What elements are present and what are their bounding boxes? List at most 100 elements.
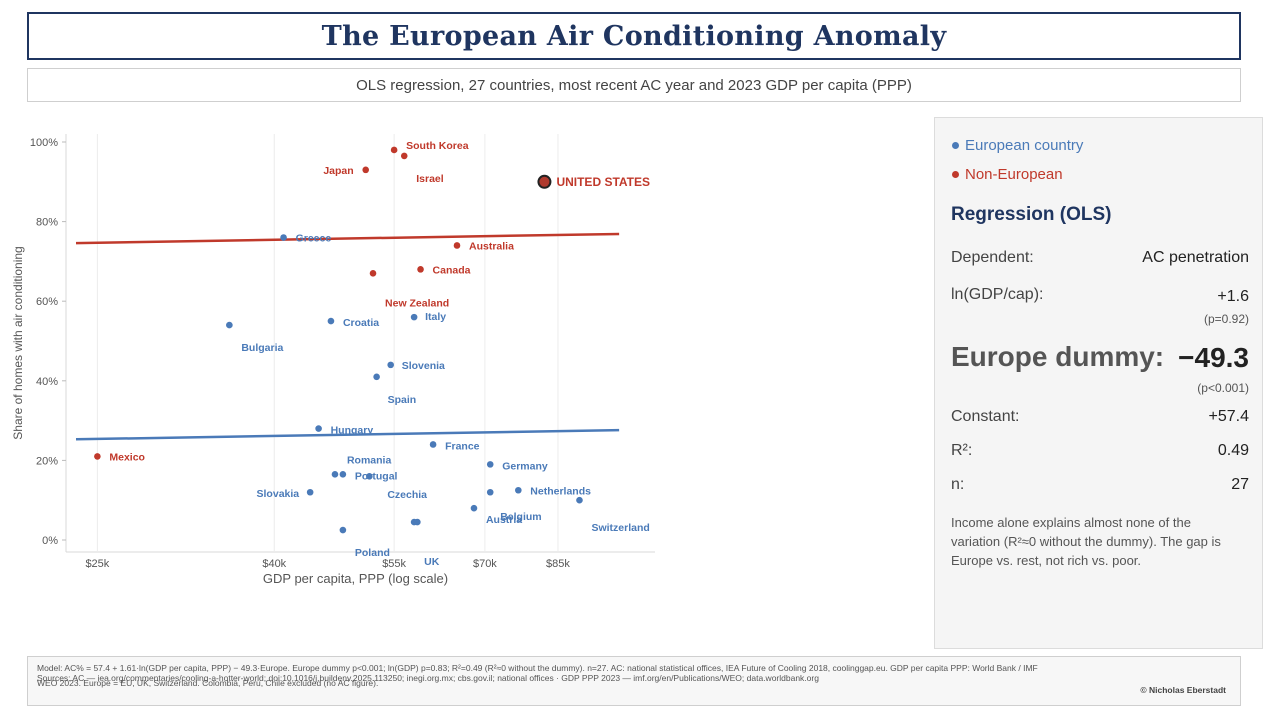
gdp-coef-label: ln(GDP/cap): [951, 286, 1044, 303]
dependent-label: Dependent: [951, 249, 1034, 266]
x-tick-label: $85k [546, 558, 570, 570]
point-label-european: Bulgaria [241, 342, 283, 354]
point-european [470, 504, 478, 512]
regression-title: Regression (OLS) [951, 204, 1112, 225]
legend-european-label: European country [965, 137, 1084, 154]
europe-dummy-p: (p<0.001) [1197, 381, 1249, 395]
point-non-european [453, 242, 461, 249]
r2-label: R²: [951, 442, 973, 459]
regression-panel: European country Non-European Regression… [934, 117, 1263, 649]
europe-dummy-value: −49.3 [1178, 342, 1249, 373]
point-label-european: Hungary [331, 425, 374, 437]
constant-value: +57.4 [1208, 408, 1249, 425]
european-dot-icon [952, 142, 959, 149]
non-european-dot-icon [952, 171, 959, 178]
title-box: The European Air Conditioning Anomaly [27, 12, 1241, 60]
regression-note: Income alone explains almost none of the… [951, 515, 1221, 568]
point-european [226, 321, 233, 329]
point-european [315, 425, 322, 432]
point-non-european [400, 152, 408, 160]
point-european [366, 473, 373, 480]
point-european [429, 441, 437, 448]
point-non-european [417, 266, 424, 273]
point-european [373, 373, 380, 381]
x-tick-label: $40k [262, 558, 286, 570]
point-european [410, 313, 418, 321]
point-label-european: Croatia [343, 317, 379, 329]
y-tick-label: 20% [36, 455, 58, 467]
y-tick-label: 60% [36, 296, 58, 308]
point-non-european [369, 270, 377, 277]
legend-non-european: Non-European [952, 166, 1063, 183]
point-label-european: Slovakia [257, 488, 300, 500]
x-tick-label: $55k [382, 558, 406, 570]
point-label-european: Romania [347, 454, 392, 466]
point-label-non-european: New Zealand [385, 297, 449, 309]
page-title: The European Air Conditioning Anomaly [321, 20, 947, 52]
point-label-non-european: Israel [416, 173, 444, 185]
point-label-european: Germany [502, 460, 548, 472]
gdp-coef-p: (p=0.92) [1203, 312, 1249, 326]
point-european [387, 361, 394, 369]
point-european [331, 471, 339, 478]
point-label-european: Slovenia [402, 360, 445, 372]
point-label-non-european: Japan [323, 165, 353, 177]
scatter-chart: $25k $40k $55k $70k $85k 0% 20% 40% 60% 80% 100% GD… [11, 134, 655, 586]
point-label-european: Austria [486, 514, 522, 526]
footer-model: Model: AC% = 57.4 + 1.61·ln(GDP per capi… [37, 663, 1038, 673]
point-label-european: France [445, 440, 480, 452]
point-label-european: Portugal [355, 470, 398, 482]
n-value: 27 [1231, 476, 1249, 493]
footer: Model: AC% = 57.4 + 1.61·ln(GDP per capi… [27, 656, 1241, 706]
legend-european: European country [952, 137, 1083, 154]
footer-weo: WEO 2023. Europe = EU, UK, Switzerland. … [37, 678, 379, 688]
point-non-european [94, 453, 101, 460]
point-label-european: Spain [388, 394, 417, 406]
point-label-european: Greece [296, 233, 332, 245]
dependent-value: AC penetration [1142, 249, 1249, 266]
footer-credit: © Nicholas Eberstadt [1140, 685, 1226, 695]
point-non-european [390, 146, 398, 154]
point-european [280, 234, 287, 241]
point-label-european: Switzerland [591, 522, 649, 534]
point-european [486, 461, 494, 468]
point-european [327, 317, 335, 325]
r2-value: 0.49 [1217, 442, 1249, 459]
x-tick-label: $70k [473, 558, 497, 570]
y-tick-label: 40% [36, 376, 58, 388]
point-label-european: Belgium [500, 511, 541, 523]
point-european [306, 488, 314, 496]
point-label-european: Netherlands [530, 485, 591, 497]
x-tick-label: $25k [85, 558, 109, 570]
page-subtitle: OLS regression, 27 countries, most recen… [356, 76, 912, 94]
point-label-non-european: Canada [433, 264, 471, 276]
point-label-non-european: South Korea [406, 140, 469, 152]
point-label-european: Poland [355, 547, 390, 559]
point-european [515, 486, 522, 494]
subtitle-box: OLS regression, 27 countries, most recen… [27, 68, 1241, 102]
fit-line-european [75, 428, 620, 441]
point-non-european [362, 166, 370, 174]
fit-line-non-european [75, 232, 620, 245]
n-label: n: [951, 476, 965, 493]
point-european [339, 526, 347, 534]
legend-non-european-label: Non-European [965, 166, 1063, 183]
y-tick-label: 100% [30, 137, 58, 149]
plot-area [66, 134, 655, 552]
point-label-european: Italy [425, 311, 446, 323]
point-label-non-european: UNITED STATES [556, 175, 650, 189]
point-european [339, 471, 347, 478]
x-axis-title: GDP per capita, PPP (log scale) [263, 571, 448, 586]
point-label-european: UK [424, 556, 440, 568]
constant-label: Constant: [951, 408, 1020, 425]
europe-dummy-label: Europe dummy: [951, 341, 1165, 372]
y-tick-label: 0% [42, 535, 58, 547]
y-axis-title: Share of homes with air conditioning [11, 246, 25, 439]
point-label-non-european: Mexico [109, 451, 145, 463]
point-non-european-highlight [537, 174, 552, 189]
point-label-european: Czechia [387, 489, 427, 501]
gdp-coef-value: +1.6 [1217, 288, 1249, 305]
point-european [410, 518, 418, 526]
point-european [576, 496, 583, 504]
point-european [486, 488, 494, 496]
